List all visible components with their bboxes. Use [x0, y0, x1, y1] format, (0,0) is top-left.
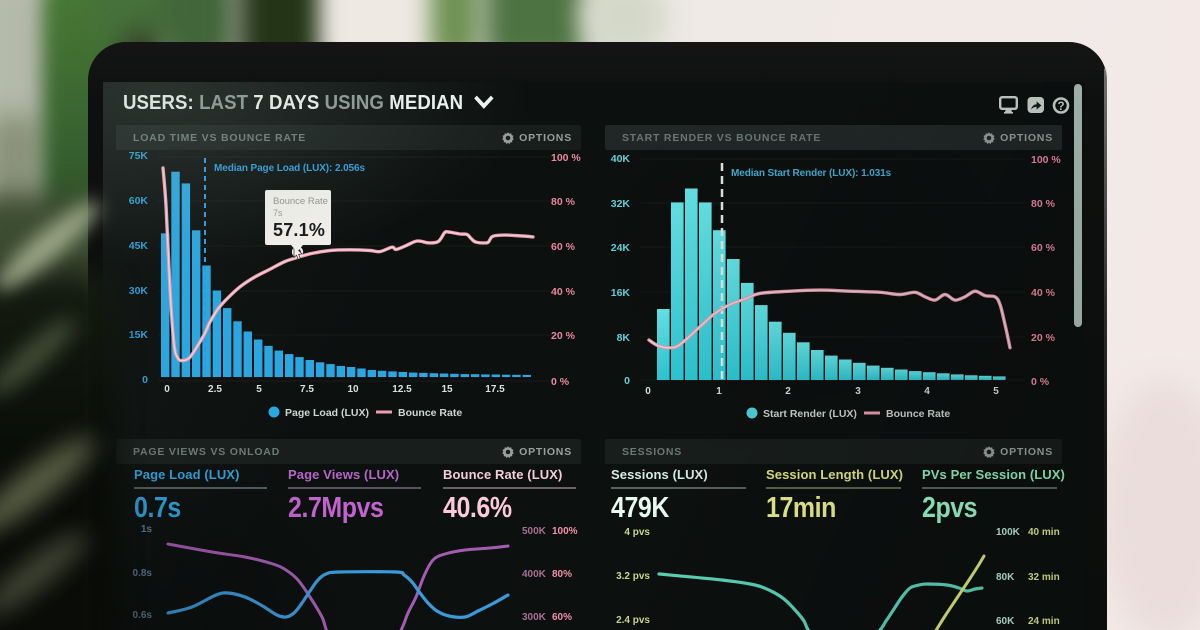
svg-text:20 %: 20 %: [551, 330, 576, 342]
svg-text:100 %: 100 %: [551, 152, 581, 164]
svg-text:100 %: 100 %: [1031, 154, 1061, 166]
svg-text:400K: 400K: [522, 569, 547, 580]
svg-text:75K: 75K: [129, 150, 149, 162]
svg-text:0.6s: 0.6s: [133, 610, 153, 621]
svg-text:0 %: 0 %: [1031, 376, 1050, 388]
svg-text:80%: 80%: [552, 569, 572, 580]
svg-text:Bounce Rate: Bounce Rate: [886, 408, 950, 420]
svg-text:300K: 300K: [522, 612, 547, 623]
svg-text:100%: 100%: [552, 526, 578, 537]
svg-text:40 %: 40 %: [551, 286, 576, 298]
svg-text:3.2 pvs: 3.2 pvs: [616, 571, 650, 582]
svg-text:10: 10: [347, 384, 359, 395]
svg-text:0.8s: 0.8s: [133, 568, 153, 579]
svg-text:Page Load (LUX): Page Load (LUX): [285, 407, 369, 419]
svg-text:24 min: 24 min: [1028, 616, 1060, 627]
svg-text:0: 0: [142, 374, 148, 386]
svg-text:Bounce Rate: Bounce Rate: [398, 407, 462, 419]
svg-text:16K: 16K: [611, 287, 631, 299]
svg-text:40 min: 40 min: [1028, 527, 1060, 538]
svg-text:15K: 15K: [129, 329, 149, 341]
svg-text:4: 4: [924, 386, 930, 397]
svg-text:32K: 32K: [611, 198, 631, 210]
svg-text:24K: 24K: [611, 242, 631, 254]
svg-text:Median Start Render (LUX): 1.0: Median Start Render (LUX): 1.031s: [731, 168, 892, 179]
svg-text:12.5: 12.5: [392, 384, 412, 395]
svg-text:1s: 1s: [141, 524, 153, 535]
svg-text:Median Page Load (LUX): 2.056s: Median Page Load (LUX): 2.056s: [214, 163, 365, 174]
svg-text:3: 3: [855, 386, 861, 397]
svg-text:Start Render (LUX): Start Render (LUX): [763, 408, 857, 420]
svg-text:60 %: 60 %: [1031, 242, 1056, 254]
svg-text:60K: 60K: [129, 195, 149, 207]
svg-text:5: 5: [993, 386, 999, 397]
svg-text:40 %: 40 %: [1031, 287, 1056, 299]
svg-text:1: 1: [716, 386, 722, 397]
svg-text:15: 15: [441, 384, 453, 395]
svg-text:2.4 pvs: 2.4 pvs: [616, 615, 650, 626]
svg-text:0: 0: [164, 384, 170, 395]
svg-text:60 %: 60 %: [551, 241, 576, 253]
svg-text:40K: 40K: [611, 153, 631, 165]
svg-text:500K: 500K: [522, 526, 547, 537]
svg-text:4 pvs: 4 pvs: [624, 527, 650, 538]
svg-text:5: 5: [256, 384, 262, 395]
svg-text:60K: 60K: [996, 616, 1015, 627]
svg-text:2.5: 2.5: [208, 384, 222, 395]
svg-text:60%: 60%: [552, 612, 572, 623]
svg-text:17.5: 17.5: [485, 384, 505, 395]
svg-text:20 %: 20 %: [1031, 332, 1056, 344]
svg-text:80 %: 80 %: [551, 196, 576, 208]
svg-text:100K: 100K: [996, 527, 1021, 538]
svg-text:30K: 30K: [129, 285, 149, 297]
svg-text:0: 0: [624, 375, 630, 387]
svg-text:0 %: 0 %: [551, 376, 570, 388]
svg-text:?: ?: [1057, 101, 1064, 113]
svg-text:7.5: 7.5: [300, 384, 314, 395]
svg-text:80 %: 80 %: [1031, 198, 1056, 210]
svg-text:0: 0: [645, 386, 651, 397]
svg-text:2: 2: [785, 386, 791, 397]
svg-text:32 min: 32 min: [1028, 572, 1060, 583]
svg-text:80K: 80K: [996, 572, 1015, 583]
svg-text:45K: 45K: [129, 240, 149, 252]
svg-text:8K: 8K: [617, 332, 631, 344]
